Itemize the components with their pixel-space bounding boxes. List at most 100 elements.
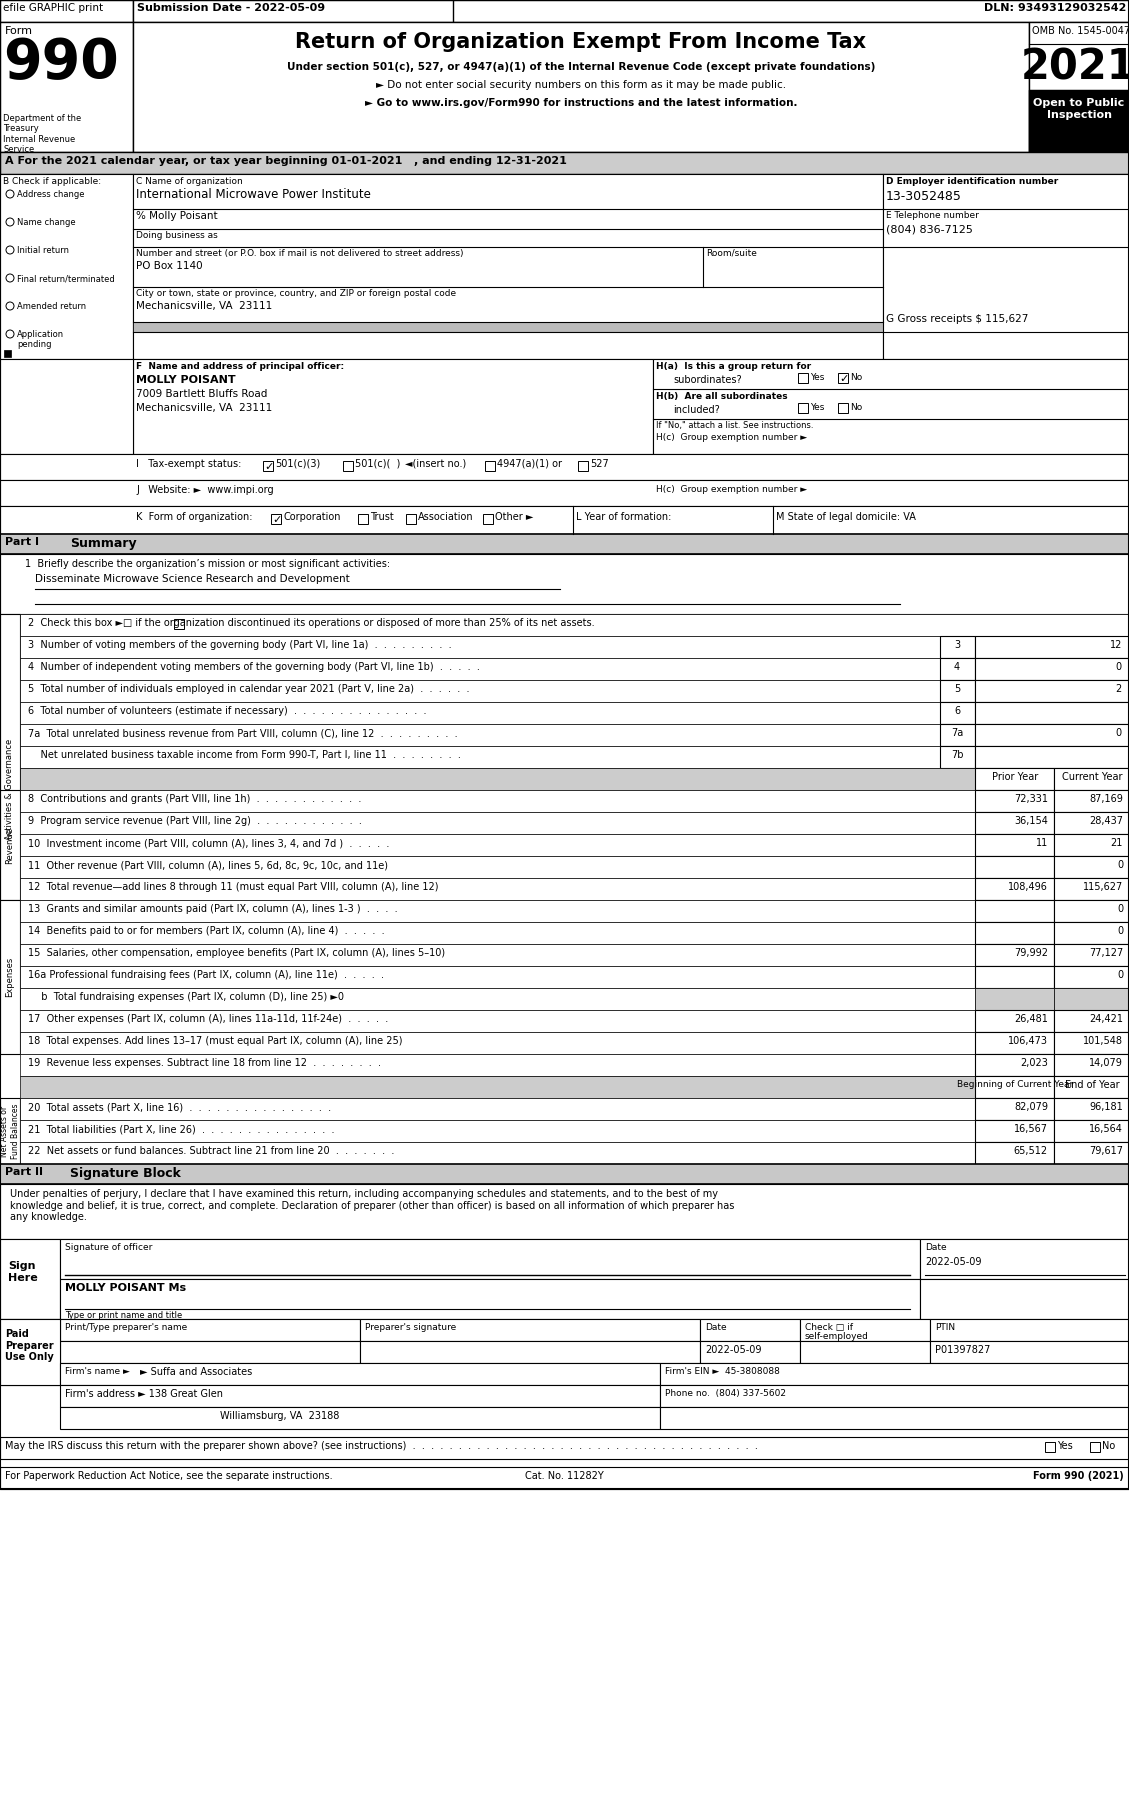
Bar bbox=[20, 1097, 975, 1119]
Bar bbox=[975, 1054, 1054, 1076]
Text: Firm's address ► 138 Great Glen: Firm's address ► 138 Great Glen bbox=[65, 1390, 224, 1399]
Text: ✓: ✓ bbox=[839, 374, 848, 385]
Bar bbox=[271, 513, 281, 524]
Text: 77,127: 77,127 bbox=[1088, 949, 1123, 958]
Bar bbox=[20, 813, 975, 834]
Text: Paid
Preparer
Use Only: Paid Preparer Use Only bbox=[5, 1330, 54, 1362]
Bar bbox=[358, 513, 368, 524]
Text: May the IRS discuss this return with the preparer shown above? (see instructions: May the IRS discuss this return with the… bbox=[5, 1440, 758, 1451]
Bar bbox=[700, 1341, 800, 1362]
Text: 18  Total expenses. Add lines 13–17 (must equal Part IX, column (A), line 25): 18 Total expenses. Add lines 13–17 (must… bbox=[28, 1036, 403, 1047]
Bar bbox=[20, 658, 940, 680]
Text: Submission Date - 2022-05-09: Submission Date - 2022-05-09 bbox=[137, 4, 325, 13]
Text: K  Form of organization:: K Form of organization: bbox=[135, 512, 253, 522]
Bar bbox=[1054, 1054, 1129, 1076]
Text: Mechanicsville, VA  23111: Mechanicsville, VA 23111 bbox=[135, 301, 272, 310]
Text: 72,331: 72,331 bbox=[1014, 795, 1048, 804]
Text: Application
pending: Application pending bbox=[17, 330, 64, 350]
Text: Revenue: Revenue bbox=[6, 827, 15, 863]
Bar bbox=[838, 374, 848, 383]
Bar bbox=[1054, 943, 1129, 967]
Bar bbox=[1054, 767, 1129, 791]
Text: End of Year: End of Year bbox=[1065, 1079, 1119, 1090]
Text: 13  Grants and similar amounts paid (Part IX, column (A), lines 1-3 )  .  .  .  : 13 Grants and similar amounts paid (Part… bbox=[28, 903, 397, 914]
Text: Number and street (or P.O. box if mail is not delivered to street address): Number and street (or P.O. box if mail i… bbox=[135, 249, 464, 258]
Bar bbox=[0, 1319, 60, 1386]
Text: F  Name and address of principal officer:: F Name and address of principal officer: bbox=[135, 363, 344, 372]
Text: M State of legal domicile: VA: M State of legal domicile: VA bbox=[776, 512, 916, 522]
Text: 21: 21 bbox=[1111, 838, 1123, 847]
Text: PO Box 1140: PO Box 1140 bbox=[135, 261, 202, 270]
Bar bbox=[975, 767, 1054, 791]
Bar bbox=[20, 702, 940, 724]
Text: 6: 6 bbox=[954, 706, 960, 717]
Text: Yes: Yes bbox=[809, 403, 824, 412]
Text: Association: Association bbox=[418, 512, 474, 522]
Text: PTIN: PTIN bbox=[935, 1322, 955, 1331]
Bar bbox=[0, 1468, 1129, 1489]
Text: 2  Check this box ►□ if the organization discontinued its operations or disposed: 2 Check this box ►□ if the organization … bbox=[28, 619, 595, 628]
Text: Form 990 (2021): Form 990 (2021) bbox=[1033, 1471, 1124, 1480]
Bar bbox=[0, 791, 20, 900]
Text: Type or print name and title: Type or print name and title bbox=[65, 1312, 182, 1321]
Bar bbox=[798, 374, 808, 383]
Text: Current Year: Current Year bbox=[1061, 773, 1122, 782]
Text: L Year of formation:: L Year of formation: bbox=[576, 512, 672, 522]
Bar bbox=[1029, 91, 1129, 152]
Text: (804) 836-7125: (804) 836-7125 bbox=[886, 223, 973, 234]
Bar bbox=[920, 1279, 1129, 1319]
Text: Doing business as: Doing business as bbox=[135, 230, 218, 239]
Bar bbox=[1054, 989, 1129, 1010]
Bar bbox=[20, 1010, 975, 1032]
Text: 2022-05-09: 2022-05-09 bbox=[925, 1257, 981, 1266]
Bar bbox=[0, 454, 1129, 481]
Text: 990: 990 bbox=[3, 36, 119, 91]
Text: 28,437: 28,437 bbox=[1089, 816, 1123, 825]
Text: 26,481: 26,481 bbox=[1014, 1014, 1048, 1023]
Text: DLN: 93493129032542: DLN: 93493129032542 bbox=[983, 4, 1126, 13]
Bar bbox=[975, 900, 1054, 922]
Text: 7a  Total unrelated business revenue from Part VIII, column (C), line 12  .  .  : 7a Total unrelated business revenue from… bbox=[28, 727, 457, 738]
Text: Print/Type preparer's name: Print/Type preparer's name bbox=[65, 1322, 187, 1331]
Text: City or town, state or province, country, and ZIP or foreign postal code: City or town, state or province, country… bbox=[135, 288, 456, 297]
Text: Preparer's signature: Preparer's signature bbox=[365, 1322, 456, 1331]
Text: 14  Benefits paid to or for members (Part IX, column (A), line 4)  .  .  .  .  .: 14 Benefits paid to or for members (Part… bbox=[28, 925, 385, 936]
Text: 79,617: 79,617 bbox=[1089, 1146, 1123, 1156]
Text: 14,079: 14,079 bbox=[1089, 1058, 1123, 1068]
Bar bbox=[20, 878, 975, 900]
Text: P01397827: P01397827 bbox=[935, 1344, 990, 1355]
Bar bbox=[1054, 834, 1129, 856]
Text: ✓: ✓ bbox=[264, 463, 273, 472]
Bar bbox=[60, 1341, 360, 1362]
Bar bbox=[653, 359, 1129, 454]
Bar bbox=[60, 1239, 920, 1279]
Bar bbox=[975, 813, 1054, 834]
Bar bbox=[20, 1143, 975, 1165]
Bar bbox=[483, 513, 493, 524]
Text: ► Do not enter social security numbers on this form as it may be made public.: ► Do not enter social security numbers o… bbox=[376, 80, 786, 91]
Text: 16,564: 16,564 bbox=[1089, 1125, 1123, 1134]
Text: Part II: Part II bbox=[5, 1166, 43, 1177]
Bar bbox=[0, 613, 20, 963]
Bar bbox=[940, 724, 975, 746]
Text: 101,548: 101,548 bbox=[1083, 1036, 1123, 1047]
Bar bbox=[975, 791, 1054, 813]
Bar bbox=[20, 613, 1129, 637]
Text: 501(c)(  ): 501(c)( ) bbox=[355, 459, 401, 470]
Bar bbox=[1045, 1442, 1054, 1451]
Text: 2,023: 2,023 bbox=[1021, 1058, 1048, 1068]
Text: Signature of officer: Signature of officer bbox=[65, 1243, 152, 1252]
Bar bbox=[798, 403, 808, 414]
Text: 7009 Bartlett Bluffs Road: 7009 Bartlett Bluffs Road bbox=[135, 388, 268, 399]
Text: Name change: Name change bbox=[17, 218, 76, 227]
Bar bbox=[975, 746, 1129, 767]
Bar bbox=[263, 461, 273, 472]
Bar bbox=[1029, 22, 1129, 152]
Text: MOLLY POISANT: MOLLY POISANT bbox=[135, 375, 236, 385]
Bar bbox=[60, 1386, 660, 1408]
Text: 2: 2 bbox=[1115, 684, 1122, 695]
Bar bbox=[940, 637, 975, 658]
Bar bbox=[360, 1341, 700, 1362]
Text: Under penalties of perjury, I declare that I have examined this return, includin: Under penalties of perjury, I declare th… bbox=[10, 1188, 734, 1223]
Bar bbox=[1054, 1143, 1129, 1165]
